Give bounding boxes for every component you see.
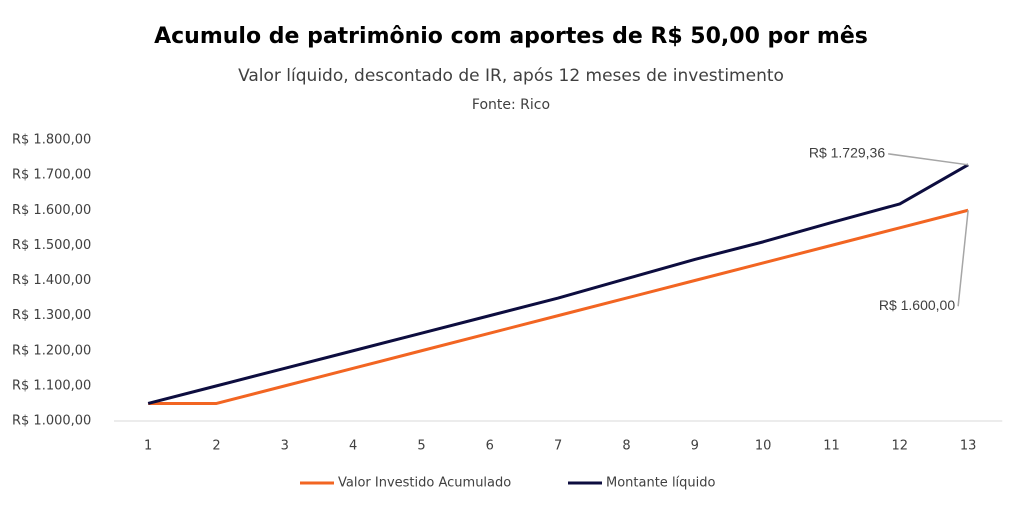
x-tick-label: 3 — [281, 439, 289, 454]
chart-source: Fonte: Rico — [472, 97, 550, 113]
x-tick-label: 1 — [144, 439, 152, 454]
series-line — [147, 163, 969, 405]
data-label: R$ 1.600,00 — [879, 297, 955, 313]
x-tick-label: 4 — [349, 439, 357, 454]
x-tick-label: 7 — [554, 439, 562, 454]
y-tick-label: R$ 1.400,00 — [12, 273, 91, 288]
x-tick-label: 2 — [212, 439, 220, 454]
y-tick-label: R$ 1.300,00 — [12, 308, 91, 323]
y-tick-label: R$ 1.500,00 — [12, 238, 91, 253]
y-tick-label: R$ 1.600,00 — [12, 203, 91, 218]
chart-subtitle: Valor líquido, descontado de IR, após 12… — [238, 66, 784, 86]
y-tick-label: R$ 1.800,00 — [12, 133, 91, 148]
x-tick-label: 10 — [755, 439, 772, 454]
data-label: R$ 1.729,36 — [809, 145, 885, 161]
series-line — [148, 208, 969, 405]
x-tick-label: 8 — [622, 439, 630, 454]
leader-line — [888, 153, 969, 166]
legend-label: Montante líquido — [606, 476, 716, 491]
x-tick-label: 13 — [960, 439, 977, 454]
legend-label: Valor Investido Acumulado — [338, 476, 511, 491]
x-tick-label: 12 — [892, 439, 909, 454]
y-tick-label: R$ 1.100,00 — [12, 378, 91, 393]
leader-line — [957, 210, 969, 307]
y-tick-label: R$ 1.700,00 — [12, 168, 91, 183]
x-tick-label: 6 — [486, 439, 494, 454]
x-tick-label: 5 — [417, 439, 425, 454]
chart-title: Acumulo de patrimônio com aportes de R$ … — [154, 24, 868, 49]
x-tick-label: 9 — [691, 439, 699, 454]
y-tick-label: R$ 1.200,00 — [12, 343, 91, 358]
y-tick-label: R$ 1.000,00 — [12, 414, 91, 429]
x-tick-label: 11 — [823, 439, 840, 454]
